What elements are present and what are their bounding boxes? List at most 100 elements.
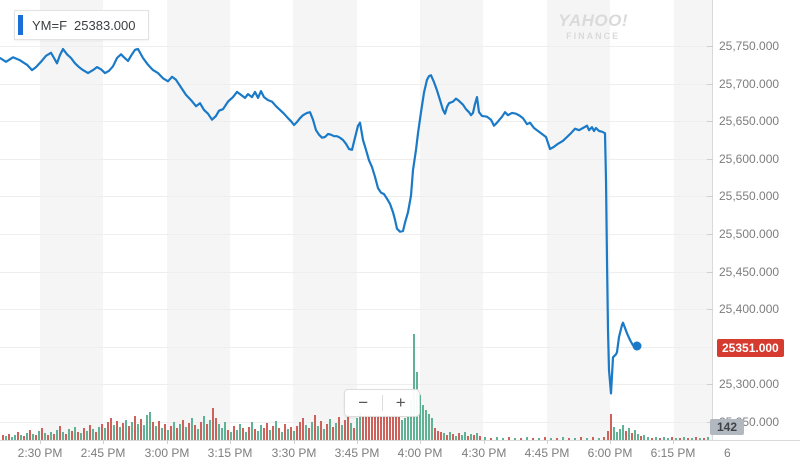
volume-bar [425, 410, 427, 440]
volume-bar [221, 428, 223, 440]
volume-bar [338, 417, 340, 440]
volume-bar [179, 424, 181, 440]
volume-bar [699, 438, 701, 440]
zoom-in-button[interactable]: + [395, 393, 406, 412]
time-axis-tick [294, 440, 295, 444]
volume-bar [458, 433, 460, 440]
time-axis-label: 2:30 PM [17, 446, 63, 460]
volume-bar [305, 425, 307, 440]
volume-bar [329, 419, 331, 440]
volume-bar [98, 427, 100, 440]
time-stripe [673, 0, 712, 440]
time-axis-label: 4:30 PM [461, 446, 507, 460]
volume-bar [38, 431, 40, 440]
time-axis-tick [357, 440, 358, 444]
volume-bar [631, 433, 633, 440]
volume-bar [440, 432, 442, 440]
volume-bar [556, 438, 558, 440]
volume-bar [431, 418, 433, 440]
zoom-out-button[interactable]: − [358, 393, 369, 412]
price-axis-tick [707, 309, 713, 311]
last-price-dot [632, 341, 642, 351]
volume-bar [637, 434, 639, 440]
volume-bar [610, 414, 612, 440]
gridline [0, 196, 712, 198]
volume-bar [140, 419, 142, 440]
volume-bar [296, 426, 298, 440]
volume-bar [603, 437, 605, 440]
volume-bar [377, 415, 379, 440]
volume-bar [691, 438, 693, 440]
price-axis-tick [707, 46, 713, 47]
legend-symbol: YM=F [32, 17, 68, 33]
volume-bar [455, 436, 457, 440]
volume-bar [194, 425, 196, 440]
volume-bar [520, 438, 522, 440]
volume-bar [23, 436, 25, 440]
volume-bar [607, 431, 609, 440]
volume-bar [161, 428, 163, 440]
volume-bar [643, 435, 645, 440]
volume-bar [634, 430, 636, 440]
volume-bar [353, 428, 355, 440]
volume-bar [464, 432, 466, 440]
zoom-control: − + [344, 389, 420, 417]
volume-bar [663, 437, 665, 440]
volume-bar [625, 431, 627, 440]
time-axis-tick [167, 440, 168, 444]
volume-bar [526, 437, 528, 440]
price-axis-label: 25,600.000 [719, 151, 780, 166]
volume-bar [380, 416, 382, 440]
volume-bar [359, 412, 361, 440]
time-axis-tick [420, 440, 421, 444]
volume-bar [659, 438, 661, 440]
volume-bar [155, 426, 157, 440]
volume-bar [182, 420, 184, 440]
volume-bar [449, 432, 451, 440]
volume-bar [152, 422, 154, 440]
zoom-control-divider [381, 395, 383, 411]
price-axis-label: 25,450.000 [719, 264, 780, 279]
volume-bar [245, 432, 247, 440]
price-axis-label: 25,300.000 [719, 377, 780, 392]
volume-bar [167, 430, 169, 440]
price-axis-tick [707, 158, 713, 160]
price-line-chart [0, 47, 642, 395]
price-axis-label: 25,550.000 [719, 189, 780, 204]
volume-bar [227, 430, 229, 440]
finance-logo-text: FINANCE [566, 31, 621, 41]
chart-plot-area[interactable]: YAHOO! FINANCE [0, 0, 712, 440]
volume-bar [544, 437, 546, 440]
volume-bar [95, 432, 97, 440]
volume-bar [101, 424, 103, 440]
volume-bar [134, 416, 136, 440]
volume-bar [263, 428, 265, 440]
price-axis-label: 25,700.000 [719, 76, 780, 91]
time-axis-label: 6:15 PM [650, 446, 696, 460]
volume-bar [209, 420, 211, 440]
volume-bar [476, 433, 478, 440]
volume-bar [470, 434, 472, 440]
volume-bar [275, 421, 277, 440]
volume-bar [371, 416, 373, 440]
volume-bar [502, 438, 504, 440]
volume-bar [651, 438, 653, 440]
volume-bar [419, 395, 421, 440]
volume-bar [116, 421, 118, 440]
gridline [0, 234, 712, 235]
volume-bar [616, 432, 618, 440]
volume-bar [125, 420, 127, 440]
volume-bar [257, 431, 259, 440]
volume-bar [467, 436, 469, 440]
gridline [0, 46, 712, 47]
volume-bar [413, 334, 415, 440]
volume-bar [11, 437, 13, 440]
volume-bar [284, 424, 286, 440]
volume-bar [131, 422, 133, 440]
price-axis-label: 25,500.000 [719, 227, 780, 241]
volume-bar [434, 428, 436, 440]
volume-bar [35, 435, 37, 440]
volume-bar [107, 422, 109, 440]
volume-bar [20, 435, 22, 440]
volume-bar [26, 433, 28, 440]
